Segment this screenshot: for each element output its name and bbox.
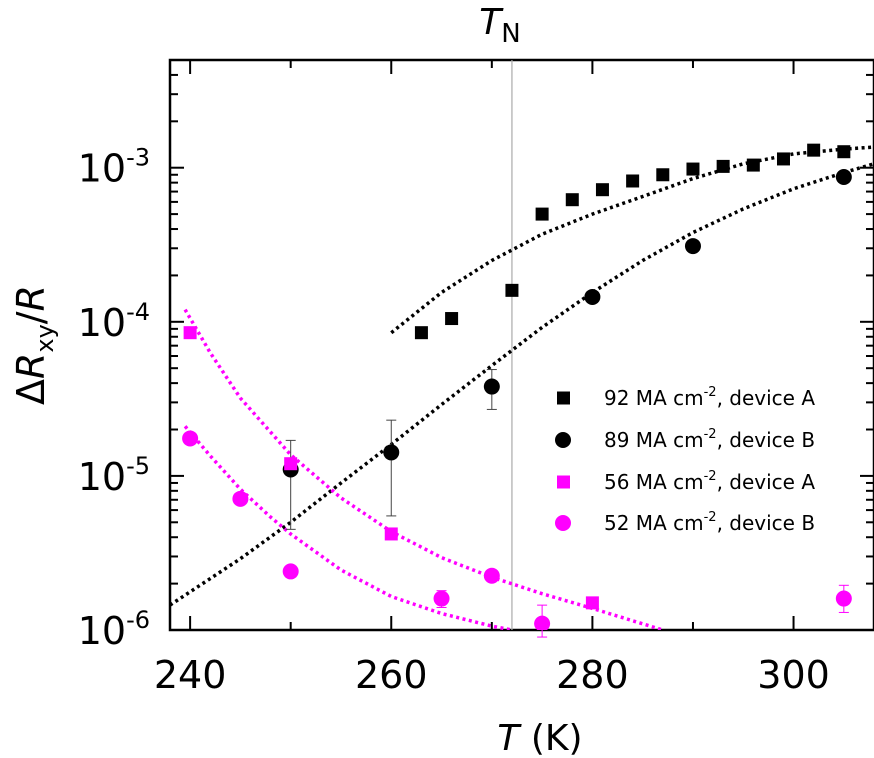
y-tick-base: 10: [78, 609, 126, 653]
y-axis-label: ΔRxy/R: [9, 285, 59, 405]
plot-background: [168, 58, 874, 632]
fit-curve-series-4: [183, 425, 513, 630]
legend-label-prefix: 56 MA cm: [604, 470, 704, 494]
data-point-square: [776, 152, 790, 166]
data-point-square: [445, 312, 459, 326]
x-axis-label: T (K): [497, 718, 582, 758]
y-tick-label: 10-5: [78, 452, 150, 499]
data-point-square: [626, 174, 640, 188]
tn-symbol: T: [479, 2, 504, 43]
data-point-circle: [232, 490, 249, 507]
x-tick-label: 280: [556, 653, 629, 697]
data-point-square: [565, 193, 579, 207]
legend-label-sup: -2: [704, 469, 717, 484]
y-tick-base: 10: [78, 455, 126, 499]
y-axis-subscript: xy: [31, 324, 59, 352]
data-point-circle: [383, 444, 400, 461]
y-axis-symbol: R: [9, 353, 53, 379]
legend-marker-circle: [555, 432, 571, 448]
y-tick-exponent: -3: [126, 144, 150, 172]
data-point-square: [284, 457, 298, 471]
data-point-circle: [182, 430, 199, 447]
legend-label-prefix: 52 MA cm: [604, 511, 704, 535]
data-point-circle: [534, 615, 551, 630]
data-point-square: [414, 326, 428, 340]
x-tick-label: 260: [355, 653, 428, 697]
y-axis-tail: /: [9, 311, 53, 324]
legend-marker-circle: [555, 515, 571, 531]
legend: 92 MA cm-2, device A89 MA cm-2, device B…: [555, 385, 815, 535]
data-point-circle: [433, 590, 450, 607]
data-point-square: [183, 326, 197, 340]
data-point-circle: [282, 563, 299, 580]
data-point-square: [535, 207, 549, 221]
y-tick-exponent: -4: [126, 298, 150, 326]
tn-subscript: N: [501, 19, 520, 49]
legend-label: 56 MA cm-2, device A: [604, 469, 815, 494]
y-tick-label: 10-6: [78, 606, 150, 653]
y-tick-exponent: -6: [126, 606, 150, 634]
plot-frame: [168, 58, 874, 632]
y-axis-delta: Δ: [9, 379, 53, 405]
data-point-square: [384, 527, 398, 541]
legend-label-prefix: 89 MA cm: [604, 428, 704, 452]
y-tick-label: 10-4: [78, 298, 150, 345]
legend-label-suffix: , device B: [717, 428, 816, 452]
legend-label-sup: -2: [704, 510, 717, 525]
x-tick-label: 300: [757, 653, 830, 697]
data-point-circle: [483, 567, 500, 584]
data-point-square: [807, 143, 821, 157]
data-point-square: [686, 162, 700, 176]
data-point-square: [656, 168, 670, 182]
data-point-square: [595, 183, 609, 197]
x-tick-label: 240: [154, 653, 227, 697]
y-axis-denominator: R: [9, 285, 53, 311]
fit-curve-series-3: [183, 308, 664, 630]
legend-marker-square: [557, 391, 570, 405]
y-tick-base: 10: [78, 301, 126, 345]
tn-annotation: TN: [479, 2, 520, 49]
legend-marker-square: [557, 475, 570, 489]
legend-label-suffix: , device B: [717, 511, 816, 535]
legend-label-prefix: 92 MA cm: [604, 386, 704, 410]
data-point-circle: [483, 378, 500, 395]
legend-label: 52 MA cm-2, device B: [604, 510, 815, 535]
fit-curve-series-2: [170, 162, 874, 607]
legend-label: 89 MA cm-2, device B: [604, 427, 815, 452]
data-point-circle: [584, 288, 601, 305]
legend-label-sup: -2: [704, 427, 717, 442]
data-point-circle: [835, 169, 852, 186]
data-point-square: [837, 145, 851, 159]
legend-label-sup: -2: [704, 385, 717, 400]
y-tick-base: 10: [78, 147, 126, 191]
x-axis-unit: (K): [519, 718, 582, 758]
y-tick-exponent: -5: [126, 452, 150, 480]
legend-label-suffix: , device A: [717, 386, 816, 410]
data-point-square: [746, 158, 760, 172]
data-point-circle: [684, 238, 701, 255]
x-axis-symbol: T: [497, 718, 522, 758]
y-tick-label: 10-3: [78, 144, 150, 191]
data-point-square: [716, 159, 730, 173]
data-point-square: [505, 283, 519, 297]
legend-label-suffix: , device A: [717, 470, 816, 494]
data-point-circle: [835, 590, 852, 607]
legend-label: 92 MA cm-2, device A: [604, 385, 815, 410]
data-point-square: [585, 596, 599, 610]
data-points: [182, 143, 852, 630]
